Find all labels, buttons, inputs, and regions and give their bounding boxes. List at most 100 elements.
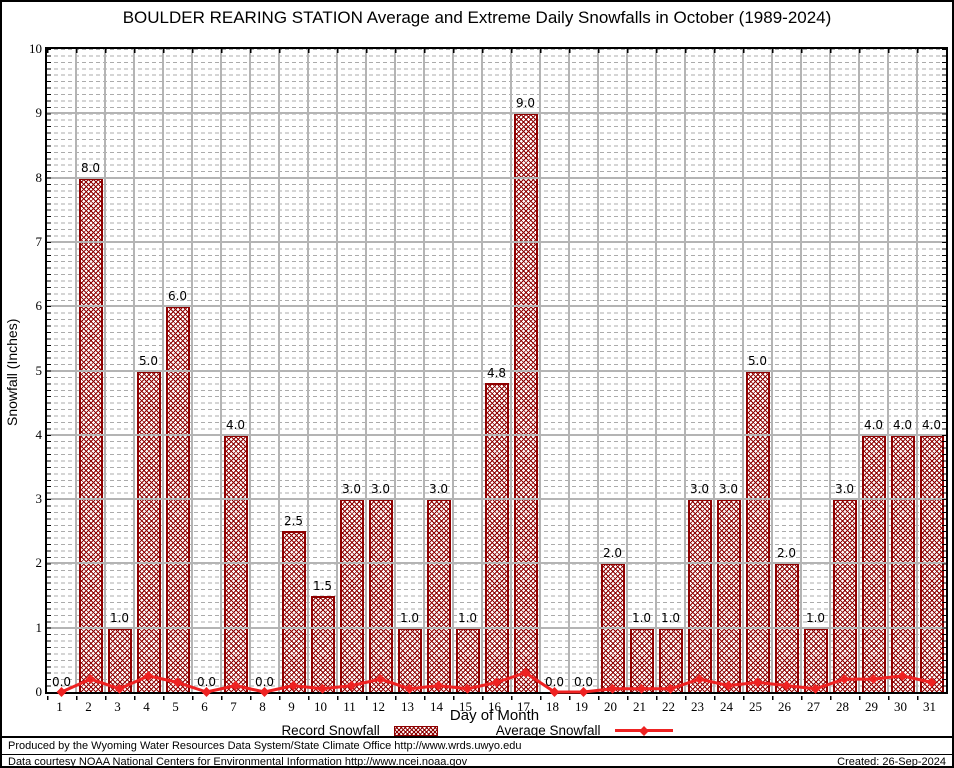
legend-average-marker <box>638 725 649 736</box>
chart-title: BOULDER REARING STATION Average and Extr… <box>122 8 832 27</box>
y-tick-label: 0 <box>35 684 43 699</box>
x-tick-label: 10 <box>314 699 327 714</box>
bar-value-label: 5.0 <box>747 353 768 368</box>
legend-record-swatch <box>393 725 438 736</box>
bar-value-label: 4.8 <box>486 366 507 381</box>
bar-value-label: 6.0 <box>167 289 188 304</box>
average-point-marker <box>549 687 560 697</box>
bar-value-label: 1.0 <box>631 610 652 625</box>
record-snowfall-bar <box>107 627 132 692</box>
record-snowfall-bar <box>397 627 422 692</box>
major-gridline-horizontal <box>47 369 946 372</box>
average-point-marker <box>781 680 792 691</box>
record-snowfall-bar <box>716 499 741 692</box>
bar-value-label: 1.0 <box>109 610 130 625</box>
average-point-marker <box>578 687 589 697</box>
x-tick-label: 3 <box>114 699 121 714</box>
y-tick-label: 8 <box>35 169 43 185</box>
x-tick-label: 8 <box>259 699 266 714</box>
x-tick-label: 11 <box>343 699 356 714</box>
bar-value-label: 2.5 <box>283 514 304 529</box>
average-point-marker <box>665 683 676 694</box>
average-point-marker <box>520 667 531 678</box>
record-snowfall-bar <box>310 595 335 692</box>
major-gridline-horizontal <box>47 240 946 243</box>
bar-value-label: 1.0 <box>660 610 681 625</box>
bar-value-label: 0.0 <box>573 675 594 689</box>
y-tick-label: 7 <box>35 233 43 249</box>
record-snowfall-bar <box>832 499 857 692</box>
x-tick-label: 24 <box>720 699 733 714</box>
chart-legend: Record Snowfall Average Snowfall <box>2 723 952 738</box>
average-point-marker <box>607 683 618 694</box>
x-tick-label: 21 <box>633 699 646 714</box>
x-tick-label: 25 <box>749 699 762 714</box>
bar-value-label: 3.0 <box>834 482 855 497</box>
bar-value-label: 1.0 <box>399 610 420 625</box>
x-tick-label: 7 <box>230 699 237 714</box>
bar-value-label: 8.0 <box>80 160 101 175</box>
average-point-marker <box>926 677 937 688</box>
record-snowfall-bar <box>513 113 538 692</box>
average-point-marker <box>433 680 444 691</box>
average-point-marker <box>114 683 125 694</box>
y-tick-label: 3 <box>35 491 43 507</box>
bar-value-label: 3.0 <box>689 482 710 497</box>
average-point-marker <box>752 677 763 688</box>
average-point-marker <box>839 674 850 685</box>
bar-value-label: 4.0 <box>863 417 884 432</box>
record-snowfall-bar <box>629 627 654 692</box>
x-tick-label: 17 <box>517 699 530 714</box>
average-point-marker <box>375 674 386 685</box>
x-axis-ticks-bottom <box>47 696 946 700</box>
bar-value-label: 1.0 <box>457 610 478 625</box>
major-gridline-horizontal <box>47 305 946 308</box>
average-point-marker <box>143 670 154 681</box>
x-axis-ticks-top <box>47 49 946 53</box>
average-point-marker <box>462 683 473 694</box>
record-snowfall-bar <box>339 499 364 692</box>
x-tick-label: 9 <box>288 699 295 714</box>
record-snowfall-bar <box>658 627 683 692</box>
bar-value-label: 4.0 <box>921 417 942 432</box>
average-point-marker <box>694 674 705 685</box>
footer-data-courtesy: Data courtesy NOAA National Centers for … <box>8 756 468 768</box>
average-point-marker <box>868 674 879 685</box>
average-point-marker <box>259 687 270 697</box>
major-gridline-horizontal <box>47 112 946 115</box>
footer: Produced by the Wyoming Water Resources … <box>2 736 952 768</box>
average-point-marker <box>346 680 357 691</box>
x-tick-label: 18 <box>546 699 559 714</box>
legend-average-label: Average Snowfall <box>495 723 601 738</box>
average-point-marker <box>491 677 502 688</box>
bar-value-label: 9.0 <box>515 96 536 111</box>
bar-value-label: 3.0 <box>370 482 391 497</box>
bar-value-label: 5.0 <box>138 353 159 368</box>
x-tick-label: 1 <box>56 699 63 714</box>
x-tick-label: 20 <box>604 699 617 714</box>
plot-area: 0.0 8.0 1.0 5.0 6.0 0.0 4.0 0.0 2.5 1.5 3.0 3.0 1.0 3… <box>45 47 948 697</box>
x-tick-label: 2 <box>85 699 92 714</box>
x-tick-label: 14 <box>430 699 443 714</box>
record-snowfall-bar <box>484 383 509 692</box>
average-point-marker <box>288 680 299 691</box>
x-axis-title: Day of Month <box>449 707 540 724</box>
major-gridline-horizontal <box>47 433 946 436</box>
x-tick-label: 29 <box>865 699 878 714</box>
y-tick-label: 4 <box>35 426 43 442</box>
average-point-marker <box>897 670 908 681</box>
bar-value-label: 4.0 <box>892 417 913 432</box>
average-point-marker <box>201 687 212 697</box>
record-snowfall-bar <box>426 499 451 692</box>
average-point-marker <box>636 683 647 694</box>
x-tick-label: 16 <box>488 699 501 714</box>
footer-created-date: Created: 26-Sep-2024 <box>837 756 946 768</box>
record-snowfall-bar <box>803 627 828 692</box>
legend-record-label: Record Snowfall <box>281 723 380 738</box>
x-tick-label: 26 <box>778 699 791 714</box>
record-snowfall-bar <box>745 370 770 692</box>
major-gridline-horizontal <box>47 498 946 501</box>
bar-value-label: 3.0 <box>718 482 739 497</box>
bar-value-label: 1.0 <box>805 610 826 625</box>
